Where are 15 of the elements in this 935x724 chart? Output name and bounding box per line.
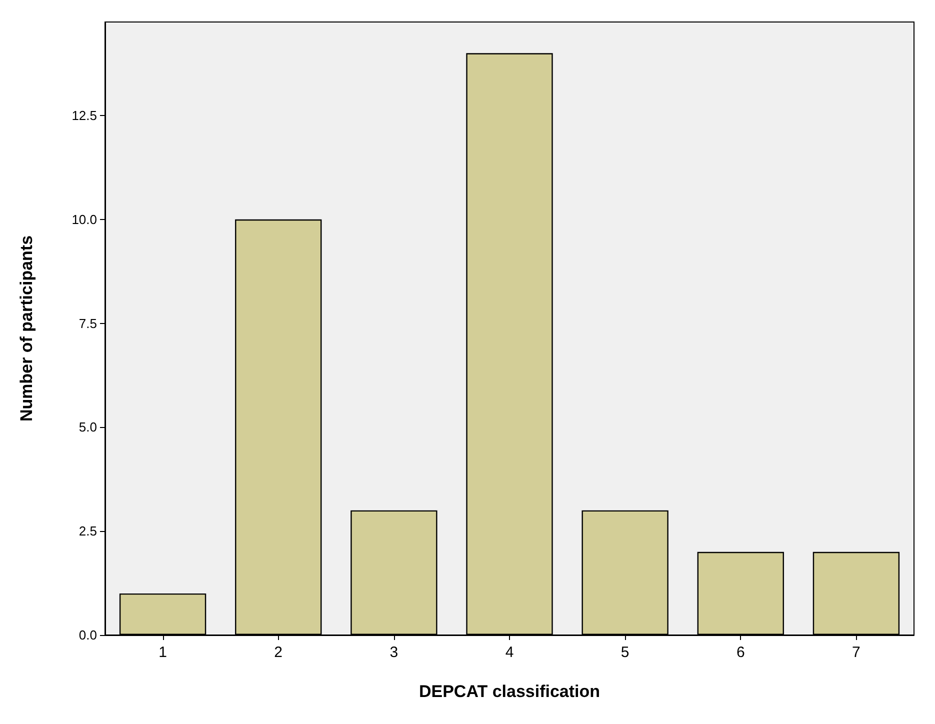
y-tick-label: 2.5 xyxy=(78,524,97,539)
x-tick-label: 1 xyxy=(158,644,167,661)
x-tick-label: 2 xyxy=(274,644,283,661)
x-tick-label: 3 xyxy=(390,644,398,661)
y-tick-label: 10.0 xyxy=(72,212,97,227)
x-tick-label: 7 xyxy=(852,644,860,661)
x-tick-label: 4 xyxy=(505,644,514,661)
y-axis-title: Number of participants xyxy=(17,235,36,422)
y-tick-label: 5.0 xyxy=(78,420,97,435)
x-tick-label: 5 xyxy=(620,644,630,661)
x-axis-title: DEPCAT classification xyxy=(418,682,600,701)
y-tick-label: 7.5 xyxy=(78,316,97,331)
x-tick-label: 6 xyxy=(736,644,745,661)
y-tick-label: 12.5 xyxy=(72,108,97,124)
y-tick-label: 0.0 xyxy=(78,628,97,642)
